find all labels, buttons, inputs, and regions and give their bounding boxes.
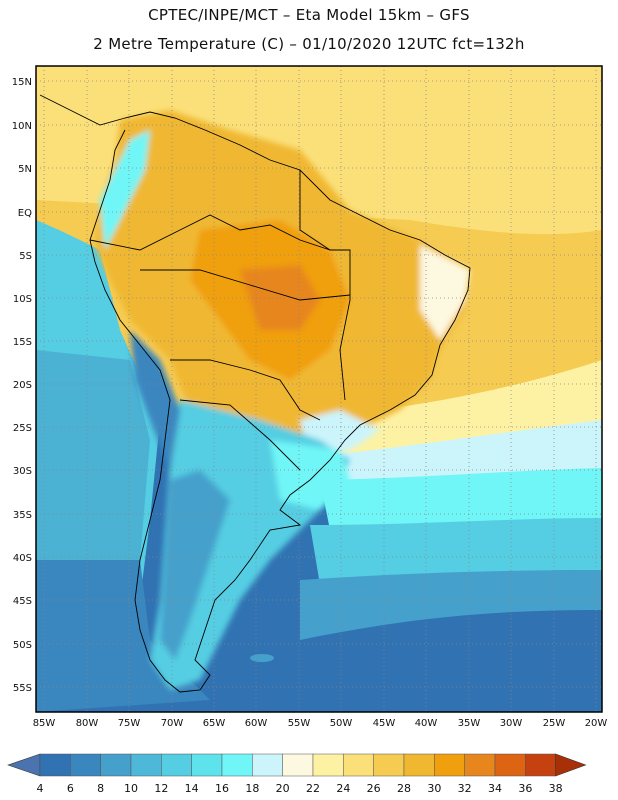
colorbar-label: 24 xyxy=(336,782,350,795)
lon-label: 30W xyxy=(500,718,523,729)
colorbar-label: 18 xyxy=(245,782,259,795)
lon-label: 50W xyxy=(330,718,353,729)
lat-label: 15N xyxy=(12,77,32,88)
colorbar-swatch xyxy=(434,753,465,777)
colorbar-label: 6 xyxy=(67,782,74,795)
colorbar-label: 16 xyxy=(215,782,229,795)
colorbar-swatch xyxy=(130,753,162,777)
colorbar-swatch xyxy=(39,753,71,777)
lat-label: 45S xyxy=(13,596,32,607)
lat-label: 15S xyxy=(13,337,32,348)
temperature-colorbar: 4 6 8 10 12 14 16 18 20 22 24 26 28 30 32 34 36 38 xyxy=(7,753,587,795)
lat-label: 5N xyxy=(18,164,32,175)
colorbar-swatch xyxy=(312,753,344,777)
lon-label: 55W xyxy=(288,718,311,729)
lon-label: 80W xyxy=(76,718,99,729)
lat-label: 10S xyxy=(13,294,32,305)
lon-label: 60W xyxy=(245,718,268,729)
colorbar-swatch xyxy=(70,753,101,777)
colorbar-swatch xyxy=(191,753,223,777)
lon-label: 40W xyxy=(415,718,438,729)
colorbar-arrow-high xyxy=(555,753,587,777)
colorbar-label: 36 xyxy=(518,782,532,795)
colorbar-label: 38 xyxy=(549,782,563,795)
lat-label: 40S xyxy=(13,553,32,564)
lon-label: 75W xyxy=(118,718,141,729)
lon-label: 20W xyxy=(585,718,608,729)
colorbar-swatch xyxy=(221,753,253,777)
colorbar-swatch xyxy=(464,753,496,777)
colorbar-label: 30 xyxy=(427,782,441,795)
colorbar-swatch xyxy=(494,753,526,777)
lon-label: 65W xyxy=(203,718,226,729)
colorbar-arrow-low xyxy=(7,753,41,777)
lon-label: 35W xyxy=(458,718,481,729)
colorbar-swatch xyxy=(373,753,405,777)
colorbar-swatch xyxy=(282,753,314,777)
lat-label: 55S xyxy=(13,683,32,694)
map-frame xyxy=(35,65,603,713)
lat-label: 10N xyxy=(12,121,32,132)
colorbar-swatch xyxy=(252,753,283,777)
colorbar-label: 32 xyxy=(458,782,472,795)
colorbar-label: 34 xyxy=(488,782,502,795)
lat-label: 50S xyxy=(13,640,32,651)
colorbar-swatch xyxy=(161,753,192,777)
colorbar-swatch xyxy=(343,753,374,777)
longitude-axis: 85W 80W 75W 70W 65W 60W 55W 50W 45W 40W … xyxy=(33,718,608,729)
colorbar-label: 12 xyxy=(154,782,168,795)
colorbar-label: 10 xyxy=(124,782,138,795)
coastlines xyxy=(39,94,471,693)
colorbar-label: 28 xyxy=(397,782,411,795)
lat-label: EQ xyxy=(18,208,32,219)
lat-label: 30S xyxy=(13,466,32,477)
colorbar-label: 14 xyxy=(185,782,199,795)
colorbar-swatch xyxy=(100,753,132,777)
temperature-field xyxy=(36,66,602,712)
lon-label: 70W xyxy=(161,718,184,729)
lat-label: 25S xyxy=(13,423,32,434)
map-title-line1: CPTEC/INPE/MCT – Eta Model 15km – GFS xyxy=(148,6,470,24)
lat-label: 5S xyxy=(19,251,32,262)
lon-label: 25W xyxy=(543,718,566,729)
map-title-line2: 2 Metre Temperature (C) – 01/10/2020 12U… xyxy=(93,35,525,53)
colorbar-label: 26 xyxy=(367,782,381,795)
colorbar-swatch xyxy=(525,753,556,777)
colorbar-label: 20 xyxy=(276,782,290,795)
lat-label: 20S xyxy=(13,380,32,391)
colorbar-swatch xyxy=(403,753,435,777)
colorbar-label: 8 xyxy=(97,782,104,795)
colorbar-label: 22 xyxy=(306,782,320,795)
lon-label: 85W xyxy=(33,718,56,729)
colorbar-label: 4 xyxy=(37,782,44,795)
lon-label: 45W xyxy=(373,718,396,729)
latitude-axis: 15N 10N 5N EQ 5S 10S 15S 20S 25S 30S 35S… xyxy=(12,77,32,694)
lat-label: 35S xyxy=(13,510,32,521)
